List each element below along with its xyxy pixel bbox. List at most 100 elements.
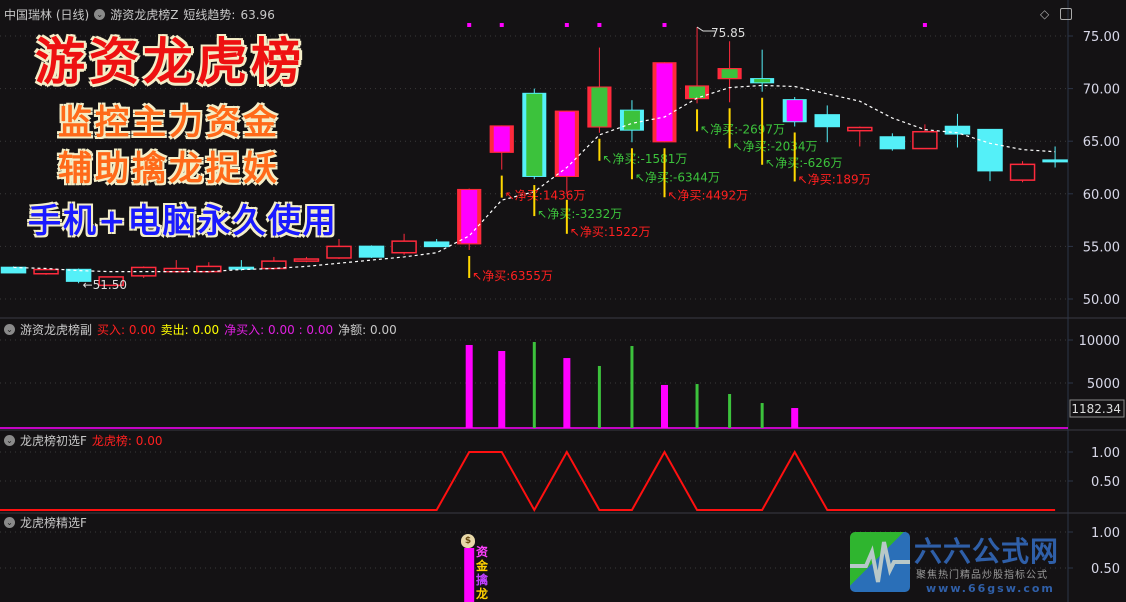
candle-body-outline bbox=[587, 86, 612, 128]
candle bbox=[1042, 146, 1068, 168]
price-tick-label: 70.00 bbox=[1083, 83, 1120, 98]
panel2-name[interactable]: 游资龙虎榜副 bbox=[20, 323, 93, 337]
price-tick-label: 50.00 bbox=[1083, 293, 1120, 308]
logo-url: www.66gsw.com bbox=[926, 582, 1055, 595]
candle bbox=[944, 113, 971, 148]
candle bbox=[423, 239, 450, 248]
candle-body bbox=[261, 260, 287, 270]
indicator-name[interactable]: 游资龙虎榜Z bbox=[110, 8, 179, 22]
panel-toggle-icon[interactable] bbox=[1060, 8, 1072, 20]
price-tick-label: 55.00 bbox=[1083, 240, 1120, 255]
candle-body bbox=[461, 189, 478, 244]
chevron-down-icon[interactable]: ⌄ bbox=[94, 9, 106, 20]
candle bbox=[489, 125, 514, 170]
site-logo: 六六公式网 聚焦热门精品炒股指标公式 www.66gsw.com bbox=[850, 530, 1065, 600]
money-bag-icon: $ bbox=[461, 534, 475, 548]
promo-line-3: 辅助擒龙捉妖 bbox=[58, 149, 280, 189]
candle-body bbox=[526, 93, 543, 176]
panel4-header: ⌄ 龙虎榜精选F bbox=[4, 514, 87, 531]
volume-bar bbox=[630, 346, 634, 428]
volume-bar bbox=[465, 344, 473, 428]
candle-body bbox=[591, 87, 608, 127]
volume-bar bbox=[695, 384, 699, 428]
net-buy-value: 净买入: 0.00 : 0.00 bbox=[224, 323, 334, 337]
candle bbox=[65, 268, 92, 284]
chevron-down-icon[interactable]: ⌄ bbox=[4, 435, 15, 446]
candle-body bbox=[358, 245, 385, 258]
candle bbox=[522, 88, 547, 180]
candle-body bbox=[944, 125, 971, 135]
candle bbox=[587, 47, 612, 133]
panel3-tick-label: 1.00 bbox=[1091, 446, 1120, 461]
candle bbox=[782, 97, 807, 127]
candle-body bbox=[786, 100, 803, 122]
candle bbox=[98, 276, 124, 287]
panel3-name[interactable]: 龙虎榜初选F bbox=[20, 434, 87, 448]
candle-body bbox=[558, 111, 575, 176]
candle-body bbox=[1042, 159, 1068, 163]
volume-bar bbox=[728, 394, 732, 428]
volume-bar bbox=[532, 341, 536, 428]
candle-body bbox=[1009, 163, 1036, 181]
panel3-tick-label: 0.50 bbox=[1091, 475, 1120, 490]
high-price-label: 75.85 bbox=[711, 26, 745, 40]
candle-body bbox=[656, 63, 673, 142]
chevron-down-icon[interactable]: ⌄ bbox=[4, 324, 15, 335]
candle-body-outline bbox=[554, 110, 579, 177]
high-label-pointer bbox=[696, 26, 716, 32]
candle-body bbox=[493, 126, 510, 152]
signal-marker-dot bbox=[597, 23, 602, 27]
signal-char: 金 bbox=[476, 559, 489, 573]
net-buy-label: ↖净买:1522万 bbox=[570, 225, 651, 239]
logo-title: 六六公式网 bbox=[914, 535, 1060, 568]
panel4-name[interactable]: 龙虎榜精选F bbox=[20, 516, 87, 530]
candle-body bbox=[623, 110, 640, 130]
panel4-tick-label: 0.50 bbox=[1091, 562, 1120, 577]
net-buy-label: ↖净买:4492万 bbox=[668, 188, 749, 202]
diamond-icon[interactable]: ◇ bbox=[1040, 7, 1050, 21]
volume-bar bbox=[760, 403, 764, 428]
candle bbox=[717, 41, 742, 103]
candle bbox=[879, 133, 906, 151]
net-buy-label: ↖净买:-2034万 bbox=[733, 139, 818, 153]
candle-body bbox=[423, 241, 450, 248]
candle bbox=[750, 49, 775, 92]
volume-tick-label: 5000 bbox=[1087, 377, 1120, 392]
net-buy-label: ↖净买:189万 bbox=[798, 172, 871, 186]
net-buy-label: ↖净买:-6344万 bbox=[635, 170, 720, 184]
candle bbox=[685, 27, 710, 104]
candle-body bbox=[293, 258, 320, 262]
chevron-down-icon[interactable]: ⌄ bbox=[4, 517, 15, 528]
candle-body bbox=[65, 268, 92, 282]
candle-body bbox=[912, 130, 938, 150]
promo-title: 游资龙虎榜 bbox=[35, 32, 305, 91]
signal-marker-dot bbox=[499, 23, 504, 27]
candle bbox=[261, 256, 287, 270]
signal-char: 资 bbox=[476, 545, 489, 559]
signal-marker-dot bbox=[922, 23, 927, 27]
volume-tick-label: 10000 bbox=[1079, 334, 1120, 349]
candle bbox=[912, 124, 938, 150]
net-buy-label: ↖净买:-1581万 bbox=[602, 152, 687, 166]
panel4-tick-label: 1.00 bbox=[1091, 526, 1120, 541]
candle bbox=[977, 128, 1003, 182]
net-buy-label: ↖净买:-3232万 bbox=[537, 207, 622, 221]
candle bbox=[326, 239, 352, 260]
net-amount-value: 净额: 0.00 bbox=[338, 323, 397, 337]
candle bbox=[391, 233, 417, 255]
candle bbox=[228, 260, 255, 271]
volume-bar bbox=[498, 351, 506, 428]
net-buy-label: ↖净买:-2697万 bbox=[700, 122, 785, 136]
heartbeat-logo-icon bbox=[850, 532, 910, 592]
last-value-label: 1182.34 bbox=[1071, 402, 1121, 416]
signal-marker-dot bbox=[467, 23, 472, 27]
candle bbox=[163, 260, 189, 273]
trend-label: 短线趋势: bbox=[183, 8, 236, 22]
main-header: 中国瑞林 (日线) ⌄ 游资龙虎榜Z 短线趋势: 63.96 bbox=[4, 6, 275, 23]
promo-line-4: 手机+电脑永久使用 bbox=[28, 201, 338, 240]
price-tick-label: 75.00 bbox=[1083, 30, 1120, 45]
volume-bar bbox=[661, 384, 668, 428]
dragon-tiger-line bbox=[0, 449, 1056, 513]
